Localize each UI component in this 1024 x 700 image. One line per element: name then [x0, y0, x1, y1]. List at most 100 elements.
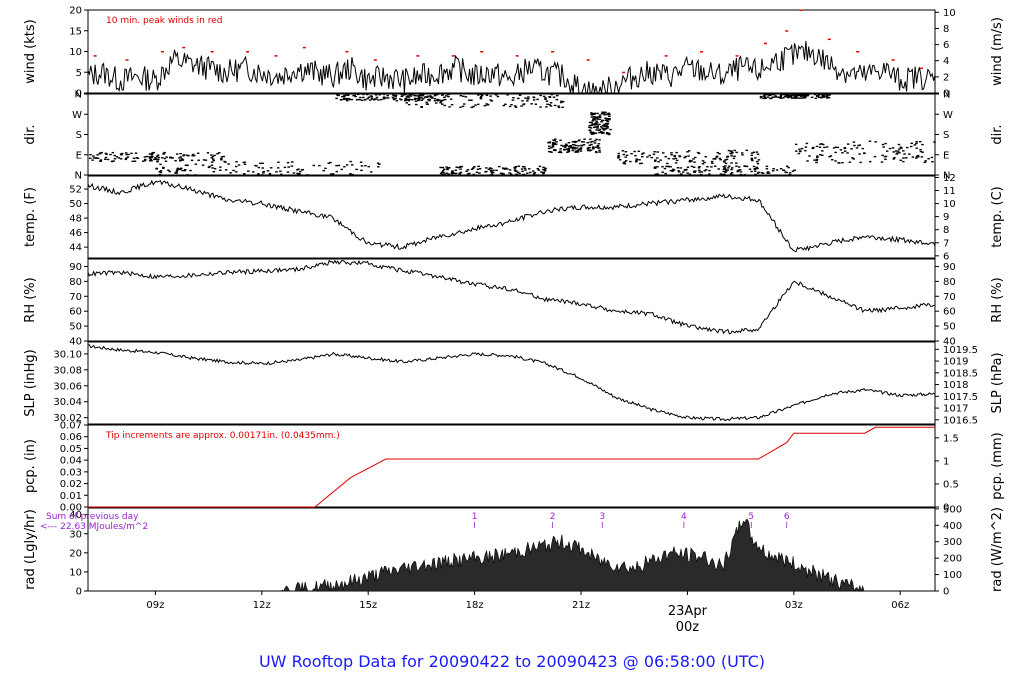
dir-point: [719, 173, 723, 175]
dir-point: [92, 155, 95, 157]
dir-point: [163, 157, 167, 160]
dir-point: [372, 99, 376, 101]
dir-point: [754, 157, 757, 159]
temp-ylabel-right: temp. (C): [990, 186, 1005, 248]
dir-point: [822, 96, 826, 98]
dir-point: [266, 170, 270, 172]
dir-point: [596, 125, 599, 128]
wind-peak-mark: [480, 51, 484, 53]
slp-ytick-right-label: 1017.5: [943, 392, 978, 403]
temp-ytick-right-label: 9: [943, 212, 949, 223]
dir-point: [753, 170, 757, 172]
pcp-ylabel: pcp. (in): [23, 439, 38, 493]
dir-point: [733, 149, 736, 152]
dir-point: [440, 174, 444, 176]
dir-point: [155, 155, 159, 158]
dir-point: [297, 173, 300, 175]
dir-point: [560, 144, 563, 147]
dir-point: [439, 102, 442, 104]
dir-point: [408, 94, 412, 96]
dir-point: [447, 95, 450, 98]
dir-point: [697, 167, 701, 169]
dir-point: [858, 153, 861, 155]
dir-point: [915, 157, 918, 159]
dir-point: [574, 150, 578, 152]
rh-ylabel-right: RH (%): [990, 277, 1005, 322]
dir-point: [722, 170, 725, 173]
dir-point: [153, 158, 156, 161]
dir-point: [577, 145, 580, 147]
dir-point: [697, 152, 701, 155]
dir-point: [608, 115, 611, 117]
dir-point: [787, 166, 790, 169]
dir-point: [554, 143, 558, 145]
dir-point: [196, 152, 200, 154]
dir-point: [730, 150, 733, 152]
dir-point: [761, 172, 765, 174]
dir-point: [521, 170, 524, 173]
dir-point: [345, 98, 348, 101]
pcp-ytick-label: 0.02: [60, 479, 82, 490]
dir-point: [148, 160, 152, 162]
dir-point: [566, 151, 569, 153]
dir-point: [96, 154, 99, 156]
dir-point: [436, 98, 439, 101]
dir-point: [593, 113, 596, 115]
rh-ytick-right-label: 70: [943, 292, 956, 303]
dir-point: [522, 103, 525, 106]
dir-point: [540, 171, 543, 173]
dir-point: [617, 154, 620, 157]
dir-point: [210, 154, 213, 156]
dir-ylabel: dir.: [23, 124, 38, 144]
dir-point: [573, 140, 577, 143]
dir-point: [834, 151, 837, 154]
dir-point: [179, 159, 182, 161]
dir-point: [786, 93, 789, 96]
dir-point: [135, 157, 139, 159]
dir-point: [158, 173, 162, 176]
dir-point: [688, 159, 692, 162]
dir-point: [433, 100, 437, 102]
dir-point: [182, 154, 186, 156]
dir-point: [391, 96, 395, 98]
dir-point: [622, 153, 626, 156]
dir-point: [579, 148, 582, 151]
dir-point: [175, 153, 179, 155]
dir-point: [286, 171, 290, 173]
dir-point: [492, 169, 495, 172]
dir-point: [359, 161, 363, 163]
dir-point: [598, 114, 602, 116]
dir-point: [532, 96, 536, 99]
dir-point: [526, 172, 529, 174]
dir-point: [884, 158, 887, 160]
dir-point: [451, 170, 454, 172]
dir-point: [408, 98, 411, 100]
dir-point: [483, 104, 487, 107]
dir-point: [508, 169, 512, 171]
temp-ytick-label: 48: [69, 214, 82, 225]
dir-point: [916, 154, 920, 157]
dir-point: [559, 150, 562, 152]
dir-point: [234, 165, 238, 168]
rad-ytick-label: 30: [69, 529, 82, 540]
dir-point: [799, 95, 803, 97]
dir-point: [498, 165, 501, 168]
dir-point: [455, 172, 458, 175]
dir-point: [489, 99, 492, 101]
dir-point: [881, 143, 885, 146]
rh-ytick-label: 70: [69, 292, 82, 303]
wind-ytick-label: 20: [69, 6, 82, 17]
dir-point: [608, 133, 611, 136]
dir-point: [900, 147, 903, 149]
dir-point: [119, 158, 123, 160]
dir-point: [339, 99, 343, 101]
dir-point: [750, 154, 754, 156]
rh-ytick-label: 60: [69, 307, 82, 318]
dir-point: [202, 159, 206, 161]
slp-ytick-right-label: 1019: [943, 357, 968, 368]
dir-point: [882, 146, 885, 148]
dir-point: [103, 158, 107, 161]
dir-point: [350, 164, 354, 166]
dir-point: [410, 93, 414, 96]
dir-point: [598, 151, 601, 153]
